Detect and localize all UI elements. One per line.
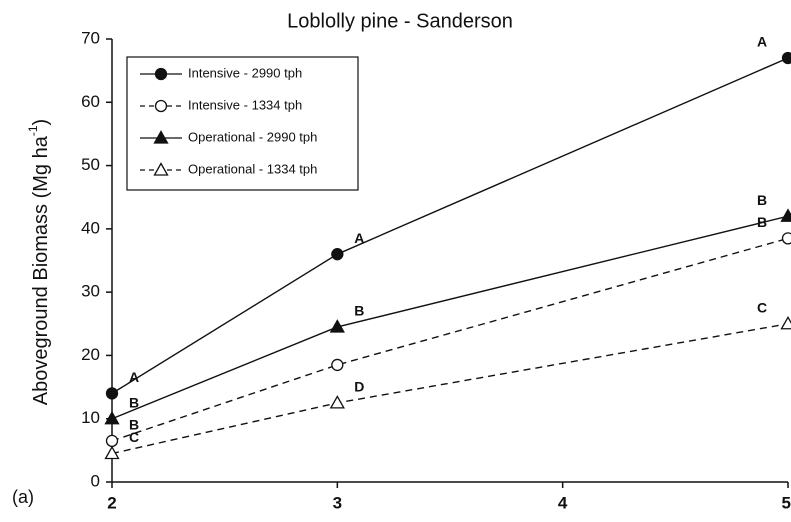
y-tick-label: 60 (81, 92, 100, 111)
data-point (105, 387, 119, 400)
x-tick-label: 2 (107, 493, 116, 512)
y-tick-label: 40 (81, 218, 100, 237)
legend-box (126, 56, 359, 191)
significance-letter: B (129, 394, 139, 410)
significance-letter: B (354, 303, 364, 319)
y-label-sup: -1 (26, 125, 40, 136)
legend-marker (153, 130, 169, 144)
significance-letter: A (129, 369, 139, 385)
data-point (781, 51, 791, 65)
y-tick-label: 0 (91, 471, 100, 490)
chart-title: Loblolly pine - Sanderson (287, 10, 513, 32)
y-tick-label: 50 (81, 155, 100, 174)
x-tick-label: 4 (558, 493, 568, 512)
significance-letter: C (757, 299, 767, 315)
legend-marker (154, 99, 168, 113)
legend-marker (153, 162, 169, 176)
y-label-end: ) (30, 119, 52, 126)
data-point (331, 358, 344, 372)
y-tick-label: 30 (81, 282, 100, 301)
data-point (331, 248, 344, 261)
legend-label: Intensive - 2990 tph (188, 65, 302, 80)
data-point (105, 434, 119, 448)
y-tick-label: 20 (81, 345, 100, 364)
significance-letter: B (757, 192, 767, 208)
legend-label: Operational - 2990 tph (188, 129, 317, 144)
legend-marker (154, 67, 168, 81)
legend-label: Intensive - 1334 tph (188, 97, 302, 112)
data-point (104, 445, 120, 460)
y-label-main: Aboveground Biomass (Mg ha (30, 135, 52, 405)
data-point (781, 232, 791, 245)
panel-label: (a) (12, 487, 34, 507)
significance-letter: C (129, 429, 139, 445)
series-line (111, 215, 789, 420)
data-point (329, 395, 345, 409)
series-line (111, 237, 789, 442)
data-point (104, 410, 120, 425)
data-point (329, 319, 345, 333)
y-tick-label: 70 (81, 28, 100, 47)
significance-letter: A (354, 230, 364, 246)
significance-letter: D (354, 379, 364, 395)
data-point (780, 315, 791, 330)
y-tick-label: 10 (81, 408, 100, 427)
data-point (780, 208, 791, 222)
legend-label: Operational - 1334 tph (188, 161, 317, 176)
y-axis-label: Aboveground Biomass (Mg ha-1) (26, 119, 52, 405)
significance-letter: B (129, 417, 139, 433)
x-tick-label: 5 (782, 493, 791, 512)
x-tick-label: 3 (333, 493, 342, 512)
significance-letter: A (757, 34, 767, 50)
series-line (111, 323, 789, 455)
